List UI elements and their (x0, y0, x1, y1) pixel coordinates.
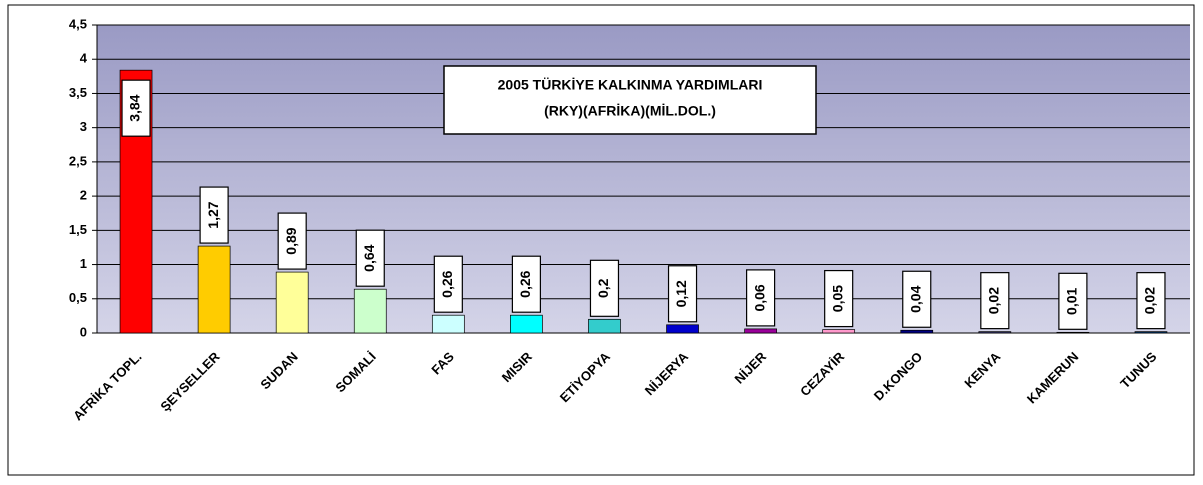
y-tick-label: 0,5 (69, 290, 87, 305)
data-label-box (121, 79, 151, 137)
data-label: 0,05 (829, 285, 845, 312)
y-tick-label: 4 (80, 51, 88, 66)
data-label: 0,12 (673, 280, 689, 307)
chart-title: 2005 TÜRKİYE KALKINMA YARDIMLARI (498, 77, 763, 93)
data-label: 0,02 (986, 287, 1002, 314)
data-label-box (980, 272, 1010, 330)
bar (431, 314, 465, 334)
bar (900, 329, 934, 334)
data-label: 0,2 (595, 278, 611, 298)
data-label: 0,02 (1142, 287, 1158, 314)
data-label-box (902, 270, 932, 328)
data-label: 0,26 (439, 270, 455, 297)
title-box (443, 65, 817, 135)
y-tick-label: 0 (80, 324, 87, 339)
y-tick-label: 3,5 (69, 85, 87, 100)
data-label-box (277, 212, 307, 270)
y-tick-label: 2,5 (69, 153, 87, 168)
bar (822, 329, 856, 334)
y-tick-label: 3 (80, 119, 87, 134)
data-label-box (667, 265, 698, 323)
y-tick-label: 4,5 (69, 16, 87, 31)
data-label-box (433, 255, 463, 313)
y-tick-label: 1,5 (69, 222, 87, 237)
chart-subtitle: (RKY)(AFRİKA)(MİL.DOL.) (544, 103, 716, 119)
data-label-box (1136, 272, 1166, 330)
bar (588, 318, 621, 334)
data-label-box (589, 259, 620, 317)
bar (666, 324, 699, 334)
data-label: 3,84 (127, 94, 143, 121)
data-label: 0,64 (361, 244, 377, 271)
data-label-box (511, 255, 541, 313)
data-label-box (1058, 272, 1088, 330)
bar (1056, 331, 1090, 334)
data-label-box (199, 186, 229, 244)
data-label: 0,89 (283, 227, 299, 254)
bar (1134, 331, 1168, 334)
y-tick-label: 1 (80, 256, 87, 271)
bar (744, 328, 777, 334)
bar (510, 314, 543, 334)
data-label-box (746, 269, 776, 327)
bar (353, 288, 387, 334)
data-label: 0,26 (517, 270, 533, 297)
y-tick-label: 2 (80, 188, 87, 203)
bar (275, 271, 309, 334)
data-label: 1,27 (205, 201, 221, 228)
data-label-box (824, 269, 854, 328)
data-label: 0,06 (751, 284, 767, 311)
bar (197, 245, 231, 334)
bar (978, 331, 1012, 334)
data-label: 0,04 (907, 285, 923, 312)
data-label: 0,01 (1064, 287, 1080, 314)
data-label-box (355, 229, 385, 287)
